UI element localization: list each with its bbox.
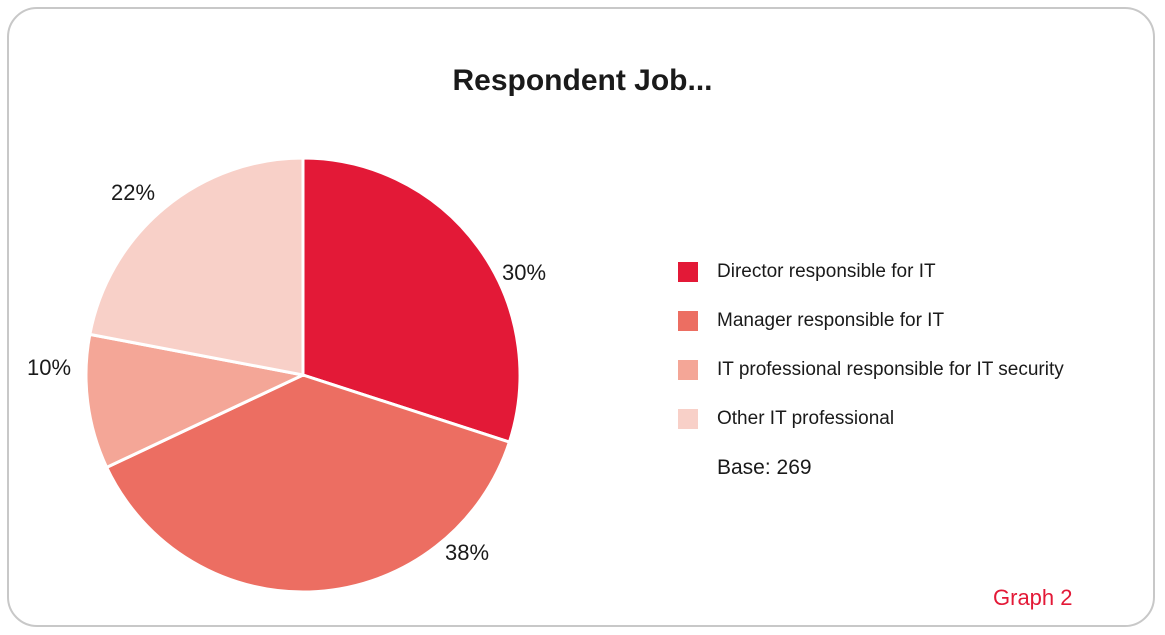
slice-label-other: 22% (111, 180, 156, 205)
legend-label-other: Other IT professional (717, 408, 895, 429)
slice-label-manager: 38% (445, 540, 490, 565)
legend-swatch-other (678, 409, 698, 429)
legend-item-manager: Manager responsible for IT (678, 309, 1064, 333)
pie-slice-it-security (84, 332, 305, 469)
graph-number-label: Graph 2 (993, 585, 1073, 610)
legend-label-it-security: IT professional responsible for IT secur… (717, 359, 1064, 380)
legend-swatch-it-security (678, 360, 698, 380)
slice-label-it-security: 10% (27, 355, 72, 380)
legend-item-director: Director responsible for IT (678, 260, 1064, 284)
chart-legend: Director responsible for IT Manager resp… (678, 260, 1064, 456)
legend-swatch-director (678, 262, 698, 282)
pie-slice-director (301, 156, 522, 444)
pie-slice-other (88, 156, 305, 377)
base-count: Base: 269 (717, 456, 812, 479)
pie-slice-manager (105, 373, 511, 594)
legend-label-manager: Manager responsible for IT (717, 310, 945, 331)
legend-label-director: Director responsible for IT (717, 261, 936, 282)
legend-item-other: Other IT professional (678, 407, 1064, 431)
chart-title: Respondent Job... (452, 64, 713, 97)
slice-label-director: 30% (502, 260, 547, 285)
legend-swatch-manager (678, 311, 698, 331)
legend-item-it-security: IT professional responsible for IT secur… (678, 358, 1064, 382)
